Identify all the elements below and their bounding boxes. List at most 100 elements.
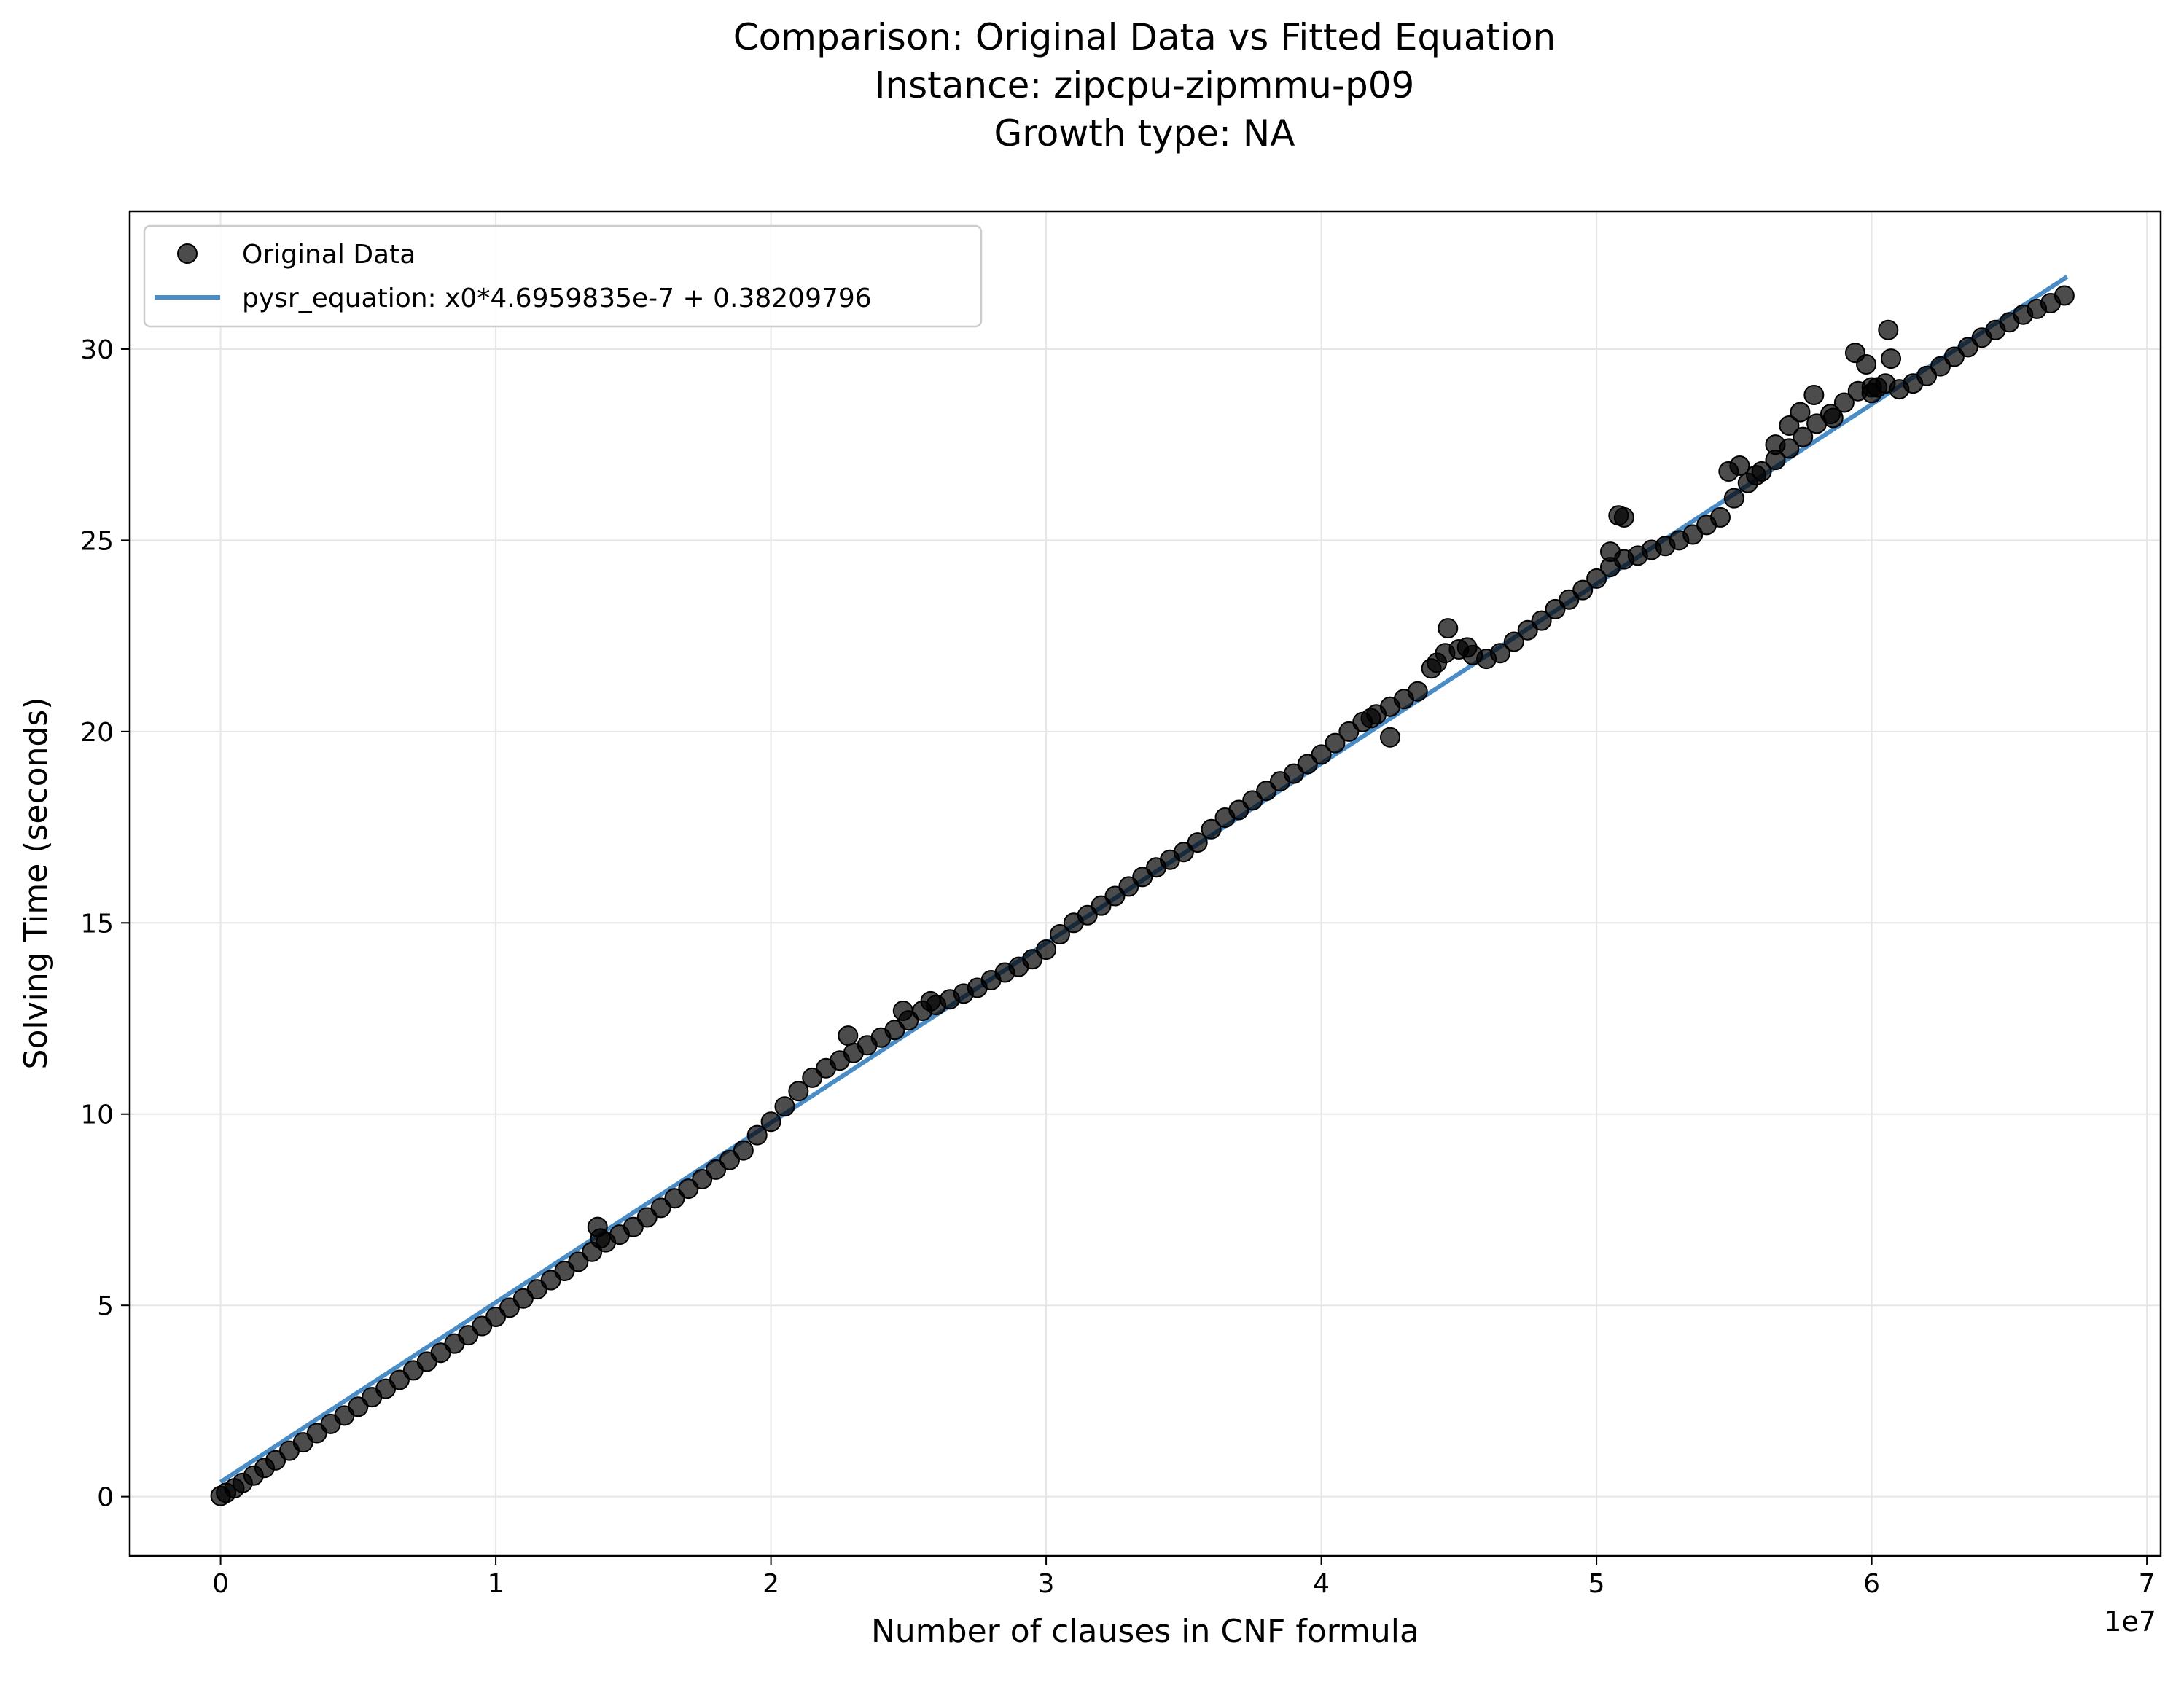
data-point [664, 1188, 685, 1209]
data-point [1822, 407, 1844, 429]
chart-subtitle-growth-type: Growth type: NA [994, 112, 1295, 154]
data-point [1729, 455, 1750, 477]
data-point [746, 1124, 768, 1146]
data-point [1049, 924, 1070, 945]
data-point [1881, 348, 1902, 369]
data-point [1228, 799, 1249, 821]
data-point [1930, 356, 1951, 377]
y-tick-label: 20 [80, 718, 114, 748]
data-point [1022, 949, 1043, 970]
data-point [1077, 904, 1098, 926]
data-point [1957, 337, 1978, 358]
legend-marker-original-data [177, 243, 198, 264]
data-point [1723, 488, 1744, 509]
data-point [1833, 392, 1855, 413]
data-point [1545, 598, 1566, 619]
x-axis-ticks: 0 1 2 3 4 5 6 7 [212, 1556, 2156, 1599]
y-tick-label: 15 [80, 909, 114, 939]
plot-area-frame [128, 210, 2162, 1557]
y-axis-label: Solving Time (seconds) [17, 697, 55, 1070]
data-point [788, 1081, 809, 1102]
data-point [1531, 610, 1552, 631]
data-point [892, 1001, 913, 1022]
data-point [1297, 754, 1318, 775]
legend: Original Data pysr_equation: x0*4.695983… [143, 224, 983, 328]
data-point [636, 1207, 658, 1228]
data-point [1503, 631, 1524, 652]
data-point [650, 1197, 671, 1219]
data-point [1682, 524, 1704, 545]
data-point [1790, 402, 1811, 423]
data-point [348, 1396, 369, 1417]
chart-title-line: Comparison: Original Data vs Fitted Equa… [733, 16, 1556, 58]
data-point [1586, 568, 1607, 589]
data-point [1599, 541, 1621, 563]
data-point [1311, 744, 1332, 765]
data-point [1104, 885, 1126, 907]
data-point [1943, 346, 1965, 367]
data-point [1379, 727, 1400, 748]
y-tick-label: 10 [80, 1100, 114, 1130]
x-tick-label: 2 [763, 1569, 779, 1599]
data-point [1036, 939, 1057, 961]
data-point [1338, 721, 1360, 742]
data-point [1916, 365, 1938, 386]
data-point [1861, 383, 1882, 404]
data-point [1427, 652, 1448, 673]
data-point [1856, 353, 1877, 375]
data-point [1709, 506, 1731, 528]
data-point [1256, 781, 1277, 802]
data-point [1360, 708, 1381, 729]
data-point [733, 1140, 754, 1161]
chart-subtitle-instance: Instance: zipcpu-zipmmu-p09 [875, 64, 1415, 106]
x-tick-label: 6 [1863, 1569, 1880, 1599]
y-tick-label: 0 [97, 1483, 114, 1513]
x-tick-label: 3 [1038, 1569, 1055, 1599]
legend-label-fitted-equation: pysr_equation: x0*4.6959835e-7 + 0.38209… [242, 283, 872, 313]
data-point [1242, 790, 1263, 811]
data-point [1187, 832, 1208, 853]
data-point [1201, 818, 1222, 840]
data-point [1091, 895, 1112, 916]
y-tick-label: 25 [80, 526, 114, 556]
data-point [1613, 506, 1634, 528]
data-points-layer [210, 285, 2075, 1506]
data-point [802, 1067, 823, 1088]
legend-box [143, 224, 983, 328]
data-point [1283, 763, 1304, 784]
data-point [838, 1025, 859, 1047]
data-point [1132, 867, 1153, 888]
x-tick-label: 0 [212, 1569, 229, 1599]
grid-lines [130, 211, 2161, 1556]
data-point [1325, 732, 1346, 754]
data-point [1559, 589, 1580, 610]
data-point [1765, 434, 1786, 455]
data-point [719, 1149, 740, 1170]
data-point [706, 1159, 727, 1180]
data-point [1438, 618, 1459, 639]
data-point [1878, 319, 1899, 340]
data-point [1173, 842, 1194, 863]
data-point [623, 1216, 644, 1237]
data-point [1118, 876, 1139, 897]
data-point [692, 1168, 713, 1189]
data-point [1793, 426, 1814, 447]
data-point [1489, 643, 1510, 664]
data-point [884, 1020, 905, 1041]
data-point [678, 1178, 699, 1200]
x-axis-label: Number of clauses in CNF formula [871, 1613, 1419, 1650]
data-point [389, 1369, 410, 1390]
y-tick-label: 30 [80, 335, 114, 365]
data-point [774, 1096, 795, 1117]
data-point [1517, 619, 1538, 641]
x-tick-label: 5 [1588, 1569, 1605, 1599]
data-point [590, 1228, 611, 1249]
data-point [1572, 579, 1594, 601]
x-tick-label: 4 [1313, 1569, 1330, 1599]
x-axis-offset-label: 1e7 [2104, 1605, 2156, 1638]
data-point [1407, 681, 1428, 702]
y-tick-label: 5 [97, 1291, 114, 1321]
y-axis-ticks: 0 5 10 15 20 25 30 [80, 335, 130, 1513]
